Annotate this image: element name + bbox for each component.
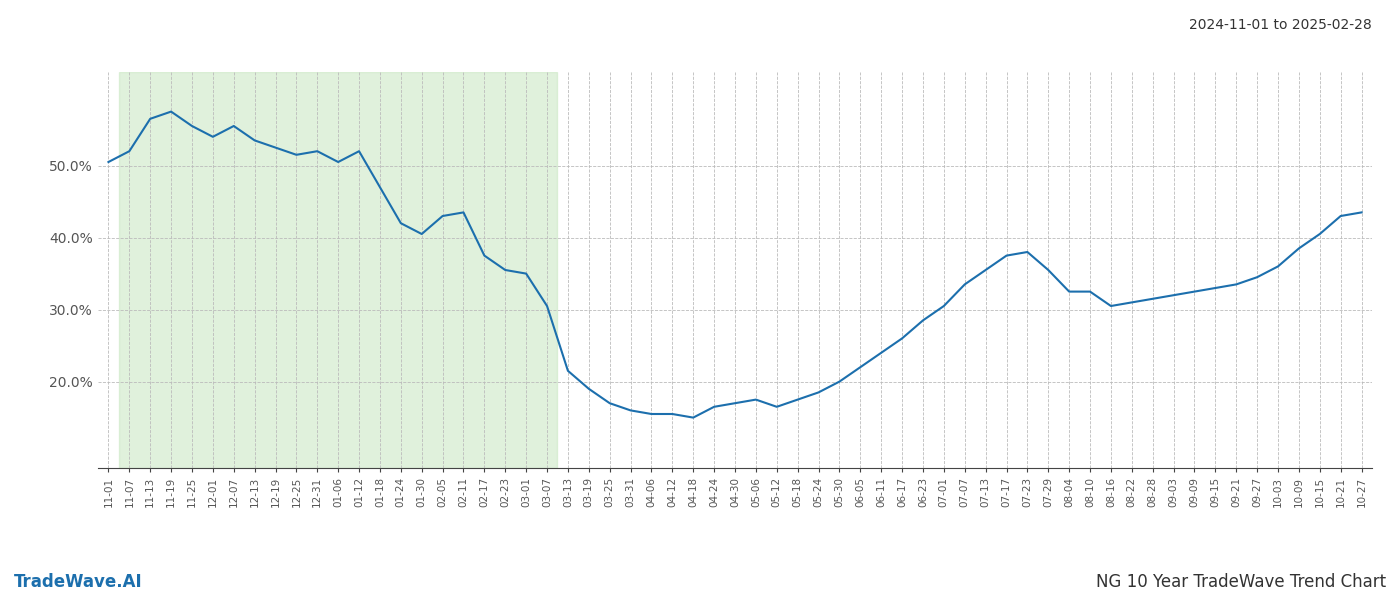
Text: 2024-11-01 to 2025-02-28: 2024-11-01 to 2025-02-28 [1189,18,1372,32]
Text: TradeWave.AI: TradeWave.AI [14,573,143,591]
Text: NG 10 Year TradeWave Trend Chart: NG 10 Year TradeWave Trend Chart [1096,573,1386,591]
Bar [119,72,557,468]
